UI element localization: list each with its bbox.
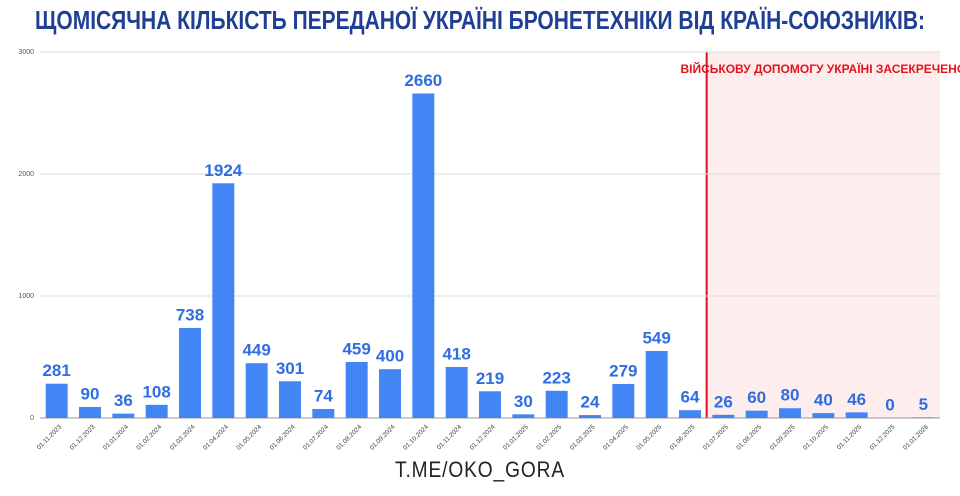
bar bbox=[245, 363, 268, 418]
value-label: 223 bbox=[542, 368, 570, 387]
x-tick-label: 01.03.2024 bbox=[169, 423, 197, 451]
bar bbox=[179, 327, 201, 418]
value-label: 738 bbox=[176, 305, 204, 324]
bar bbox=[579, 415, 601, 418]
bar bbox=[779, 408, 801, 418]
x-tick-label: 01.07.2024 bbox=[302, 423, 330, 451]
value-label: 418 bbox=[442, 344, 470, 363]
bar bbox=[145, 404, 168, 418]
bar bbox=[412, 93, 435, 418]
x-tick-label: 01.02.2024 bbox=[135, 423, 163, 451]
bar bbox=[45, 383, 68, 418]
bar bbox=[812, 413, 835, 418]
highlight-region bbox=[706, 52, 940, 418]
x-tick-label: 01.12.2023 bbox=[69, 423, 97, 451]
value-label: 279 bbox=[609, 361, 637, 380]
value-label: 281 bbox=[42, 361, 70, 380]
value-label: 24 bbox=[581, 393, 600, 412]
bar bbox=[312, 408, 335, 418]
x-tick-label: 01.08.2025 bbox=[735, 423, 763, 451]
x-tick-label: 01.06.2025 bbox=[669, 423, 697, 451]
bar bbox=[212, 183, 235, 418]
value-label: 90 bbox=[81, 385, 100, 404]
bar bbox=[112, 413, 135, 418]
value-label: 30 bbox=[514, 392, 533, 411]
value-label: 80 bbox=[781, 386, 800, 405]
value-label: 40 bbox=[814, 391, 833, 410]
x-tick-label: 01.12.2025 bbox=[869, 423, 897, 451]
x-tick-label: 01.09.2025 bbox=[769, 423, 797, 451]
bar bbox=[445, 367, 468, 418]
value-label: 26 bbox=[714, 392, 733, 411]
x-tick-label: 01.04.2025 bbox=[602, 423, 630, 451]
value-label: 549 bbox=[642, 329, 670, 348]
bar bbox=[679, 410, 701, 418]
x-tick-label: 01.01.2025 bbox=[502, 423, 530, 451]
value-label: 1924 bbox=[204, 161, 242, 180]
bar bbox=[79, 407, 101, 418]
bar bbox=[279, 381, 301, 418]
bar bbox=[712, 414, 735, 418]
value-label: 108 bbox=[142, 382, 170, 401]
x-tick-label: 01.11.2024 bbox=[436, 423, 464, 451]
chart-title: ЩОМІСЯЧНА КІЛЬКІСТЬ ПЕРЕДАНОЇ УКРАЇНІ БР… bbox=[35, 5, 925, 35]
value-label: 74 bbox=[314, 386, 333, 405]
x-tick-label: 01.10.2025 bbox=[802, 423, 830, 451]
x-tick-label: 01.05.2024 bbox=[235, 423, 263, 451]
y-tick-label: 3000 bbox=[18, 49, 34, 56]
value-label: 64 bbox=[681, 388, 700, 407]
value-label: 60 bbox=[747, 388, 766, 407]
bar bbox=[379, 369, 401, 418]
bar bbox=[645, 351, 668, 418]
x-tick-label: 01.07.2025 bbox=[702, 423, 730, 451]
x-tick-label: 01.01.2026 bbox=[902, 423, 930, 451]
x-tick-label: 01.03.2025 bbox=[569, 423, 597, 451]
x-tick-label: 01.02.2025 bbox=[535, 423, 563, 451]
value-label: 400 bbox=[376, 347, 404, 366]
value-label: 2660 bbox=[404, 71, 442, 90]
bar bbox=[845, 412, 868, 418]
x-tick-label: 01.10.2024 bbox=[402, 423, 430, 451]
x-tick-label: 01.11.2025 bbox=[836, 423, 864, 451]
value-label: 219 bbox=[476, 369, 504, 388]
bar bbox=[479, 391, 501, 418]
y-tick-label: 0 bbox=[30, 415, 34, 422]
x-tick-label: 01.05.2025 bbox=[635, 423, 663, 451]
bar bbox=[612, 383, 635, 418]
footer: T.ME/OKO_GORA bbox=[395, 457, 565, 482]
bar bbox=[745, 410, 768, 418]
bar bbox=[545, 390, 568, 418]
value-label: 449 bbox=[242, 341, 270, 360]
bar bbox=[512, 414, 535, 418]
x-tick-label: 01.04.2024 bbox=[202, 423, 230, 451]
value-label: 0 bbox=[885, 395, 894, 414]
value-label: 459 bbox=[342, 339, 370, 358]
x-tick-label: 01.08.2024 bbox=[335, 423, 363, 451]
value-label: 46 bbox=[847, 390, 866, 409]
x-tick-label: 01.12.2024 bbox=[469, 423, 497, 451]
bar bbox=[345, 362, 368, 418]
value-label: 301 bbox=[276, 359, 304, 378]
value-label: 5 bbox=[919, 395, 928, 414]
x-tick-label: 01.01.2024 bbox=[102, 423, 130, 451]
value-label: 36 bbox=[114, 391, 133, 410]
x-tick-label: 01.06.2024 bbox=[269, 423, 297, 451]
highlight-label: ВІЙСЬКОВУ ДОПОМОГУ УКРАЇНІ ЗАСЕКРЕЧЕНО bbox=[680, 61, 960, 76]
y-tick-label: 2000 bbox=[18, 171, 34, 178]
bar bbox=[912, 417, 935, 418]
x-tick-label: 01.11.2023 bbox=[36, 423, 64, 451]
y-tick-label: 1000 bbox=[18, 293, 34, 300]
x-tick-label: 01.09.2024 bbox=[369, 423, 397, 451]
